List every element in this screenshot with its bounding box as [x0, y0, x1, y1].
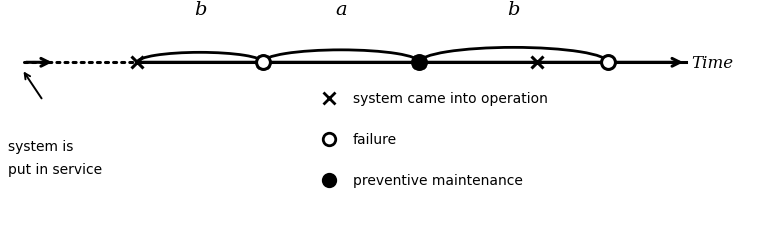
Text: Time: Time: [691, 54, 734, 72]
Text: failure: failure: [353, 133, 397, 146]
Text: b: b: [507, 1, 520, 19]
Text: system came into operation: system came into operation: [353, 92, 548, 106]
Text: preventive maintenance: preventive maintenance: [353, 173, 523, 187]
Text: a: a: [336, 1, 347, 19]
Text: system is
put in service: system is put in service: [8, 139, 102, 176]
Text: b: b: [194, 1, 206, 19]
